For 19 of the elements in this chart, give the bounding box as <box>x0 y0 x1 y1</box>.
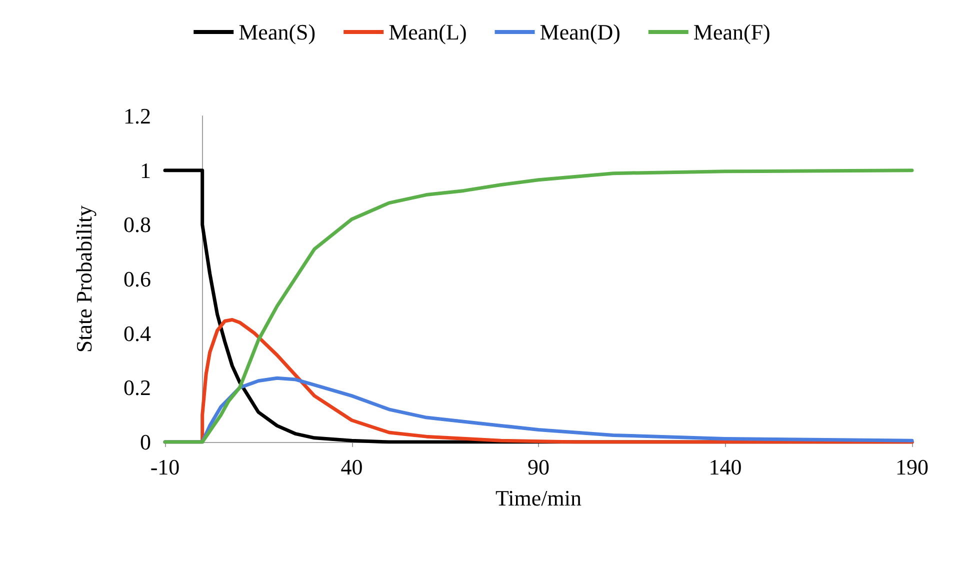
y-tick-label: 0.2 <box>124 375 151 400</box>
x-tick-label: 140 <box>708 454 742 480</box>
x-axis-title: Time/min <box>496 486 582 510</box>
y-tick-label: 1.2 <box>124 104 151 128</box>
legend-label: Mean(D) <box>540 20 620 44</box>
y-tick-label: 1 <box>140 158 151 183</box>
legend-label: Mean(S) <box>238 20 316 44</box>
legend-label: Mean(F) <box>693 20 770 44</box>
x-tick-label: -10 <box>150 454 180 480</box>
legend-label: Mean(L) <box>388 20 467 44</box>
y-tick-label: 0.8 <box>124 212 151 238</box>
x-tick-label: 40 <box>340 454 363 480</box>
x-tick-label: 190 <box>896 454 928 480</box>
x-tick-label: 90 <box>528 454 550 480</box>
y-axis-title: State Probability <box>72 205 96 353</box>
line-series <box>163 168 914 444</box>
y-tick-label: 0.4 <box>124 320 151 346</box>
y-tick-label: 0.6 <box>124 266 151 292</box>
y-tick-label: 0 <box>140 430 151 454</box>
